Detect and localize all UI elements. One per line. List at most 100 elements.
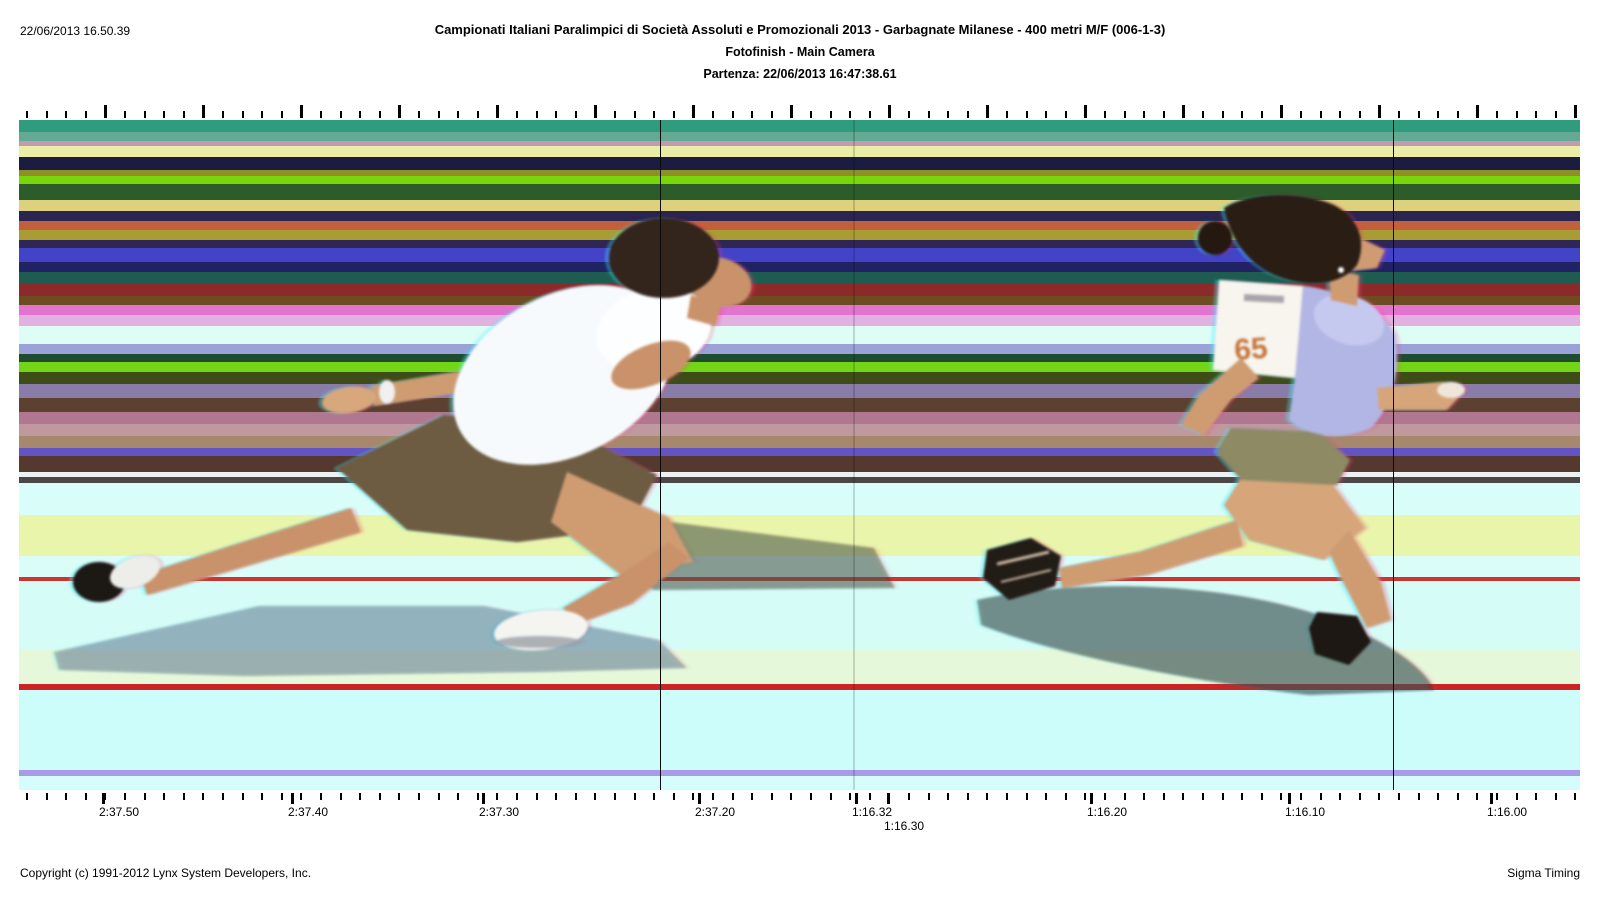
event-title: Campionati Italiani Paralimpici di Socie… bbox=[434, 22, 1166, 37]
tick-major bbox=[1084, 105, 1088, 118]
tick-major bbox=[496, 105, 500, 118]
female-runner-shadow bbox=[977, 586, 1434, 695]
tick-minor bbox=[84, 111, 87, 118]
time-cursor-line-2 bbox=[1393, 120, 1394, 790]
tick-minor bbox=[26, 111, 28, 118]
time-axis-label: 1:16.10 bbox=[1285, 805, 1326, 819]
female-hair bbox=[1224, 194, 1362, 284]
tick-minor bbox=[1339, 111, 1342, 118]
tick-minor bbox=[614, 111, 616, 118]
tick-minor bbox=[45, 793, 48, 800]
female-shorts bbox=[1217, 428, 1350, 485]
tick-major bbox=[1182, 105, 1186, 118]
tick-major bbox=[888, 105, 892, 118]
tick-minor bbox=[163, 793, 166, 800]
tick-minor bbox=[1260, 793, 1263, 800]
tick-minor bbox=[398, 793, 401, 800]
tick-minor bbox=[1319, 111, 1322, 118]
tick-minor bbox=[927, 111, 930, 118]
tick-minor bbox=[1104, 111, 1106, 118]
tick-minor bbox=[574, 793, 577, 800]
tick-minor bbox=[359, 111, 362, 118]
tick-minor bbox=[1025, 111, 1028, 118]
timing-company-label: Sigma Timing bbox=[1507, 866, 1580, 880]
time-ruler-bottom bbox=[0, 793, 1600, 807]
tick-major bbox=[482, 793, 485, 804]
tick-minor bbox=[1064, 793, 1067, 800]
tick-minor bbox=[1456, 111, 1459, 118]
tick-minor bbox=[163, 111, 166, 118]
tick-minor bbox=[261, 111, 264, 118]
tick-minor bbox=[84, 793, 87, 800]
tick-minor bbox=[535, 111, 538, 118]
tick-major bbox=[1476, 105, 1480, 118]
tick-major bbox=[855, 793, 858, 804]
tick-minor bbox=[574, 111, 577, 118]
start-time-label: Partenza: 22/06/2013 16:47:38.61 bbox=[703, 67, 897, 81]
tick-minor bbox=[1202, 793, 1204, 800]
time-axis-label: 2:37.40 bbox=[288, 805, 329, 819]
tick-minor bbox=[516, 793, 518, 800]
tick-minor bbox=[1045, 111, 1048, 118]
tick-minor bbox=[1221, 111, 1224, 118]
tick-minor bbox=[1241, 111, 1244, 118]
tick-minor bbox=[124, 111, 126, 118]
tick-minor bbox=[261, 793, 264, 800]
tick-minor bbox=[1437, 111, 1440, 118]
tick-minor bbox=[476, 111, 479, 118]
time-axis-label: 2:37.30 bbox=[479, 805, 520, 819]
tick-minor bbox=[1123, 793, 1126, 800]
tick-minor bbox=[437, 111, 440, 118]
tick-minor bbox=[868, 111, 871, 118]
tick-minor bbox=[908, 111, 910, 118]
tick-minor bbox=[868, 793, 871, 800]
tick-minor bbox=[1202, 111, 1204, 118]
tick-minor bbox=[1496, 111, 1498, 118]
tick-minor bbox=[1280, 793, 1283, 800]
tick-minor bbox=[966, 793, 969, 800]
tick-minor bbox=[633, 793, 636, 800]
time-axis-label: 1:16.30 bbox=[884, 819, 925, 833]
tick-minor bbox=[1123, 111, 1126, 118]
tick-minor bbox=[1143, 793, 1146, 800]
tick-minor bbox=[182, 111, 185, 118]
tick-minor bbox=[751, 111, 754, 118]
tick-minor bbox=[849, 793, 852, 800]
tick-minor bbox=[947, 111, 950, 118]
female-hair-bun bbox=[1198, 221, 1232, 255]
tick-minor bbox=[535, 793, 538, 800]
tick-major bbox=[104, 105, 108, 118]
tick-minor bbox=[829, 793, 832, 800]
earring bbox=[1338, 267, 1344, 273]
tick-minor bbox=[594, 793, 597, 800]
tick-minor bbox=[320, 793, 322, 800]
male-runner-figure bbox=[54, 218, 895, 676]
tick-minor bbox=[1417, 793, 1420, 800]
tick-minor bbox=[770, 793, 773, 800]
tick-minor bbox=[1417, 111, 1420, 118]
tick-major bbox=[692, 105, 696, 118]
tick-minor bbox=[1162, 111, 1165, 118]
segment-seam bbox=[853, 120, 855, 790]
tick-minor bbox=[849, 111, 852, 118]
tick-minor bbox=[1476, 793, 1479, 800]
runners-layer: 65 bbox=[54, 194, 1465, 695]
tick-minor bbox=[927, 793, 930, 800]
tick-major bbox=[1288, 793, 1291, 804]
race-bib bbox=[1213, 280, 1303, 378]
tick-minor bbox=[966, 111, 969, 118]
tick-minor bbox=[653, 793, 656, 800]
tick-minor bbox=[653, 111, 656, 118]
tick-major bbox=[1280, 105, 1284, 118]
tick-major bbox=[887, 793, 890, 804]
tick-minor bbox=[1437, 793, 1440, 800]
tick-minor bbox=[1456, 793, 1459, 800]
tick-minor bbox=[810, 111, 812, 118]
time-axis-label: 2:37.20 bbox=[695, 805, 736, 819]
tick-minor bbox=[947, 793, 950, 800]
tick-minor bbox=[359, 793, 362, 800]
tick-minor bbox=[1006, 793, 1008, 800]
tick-minor bbox=[1535, 111, 1538, 118]
tick-major bbox=[698, 793, 701, 804]
male-hand bbox=[322, 386, 376, 414]
